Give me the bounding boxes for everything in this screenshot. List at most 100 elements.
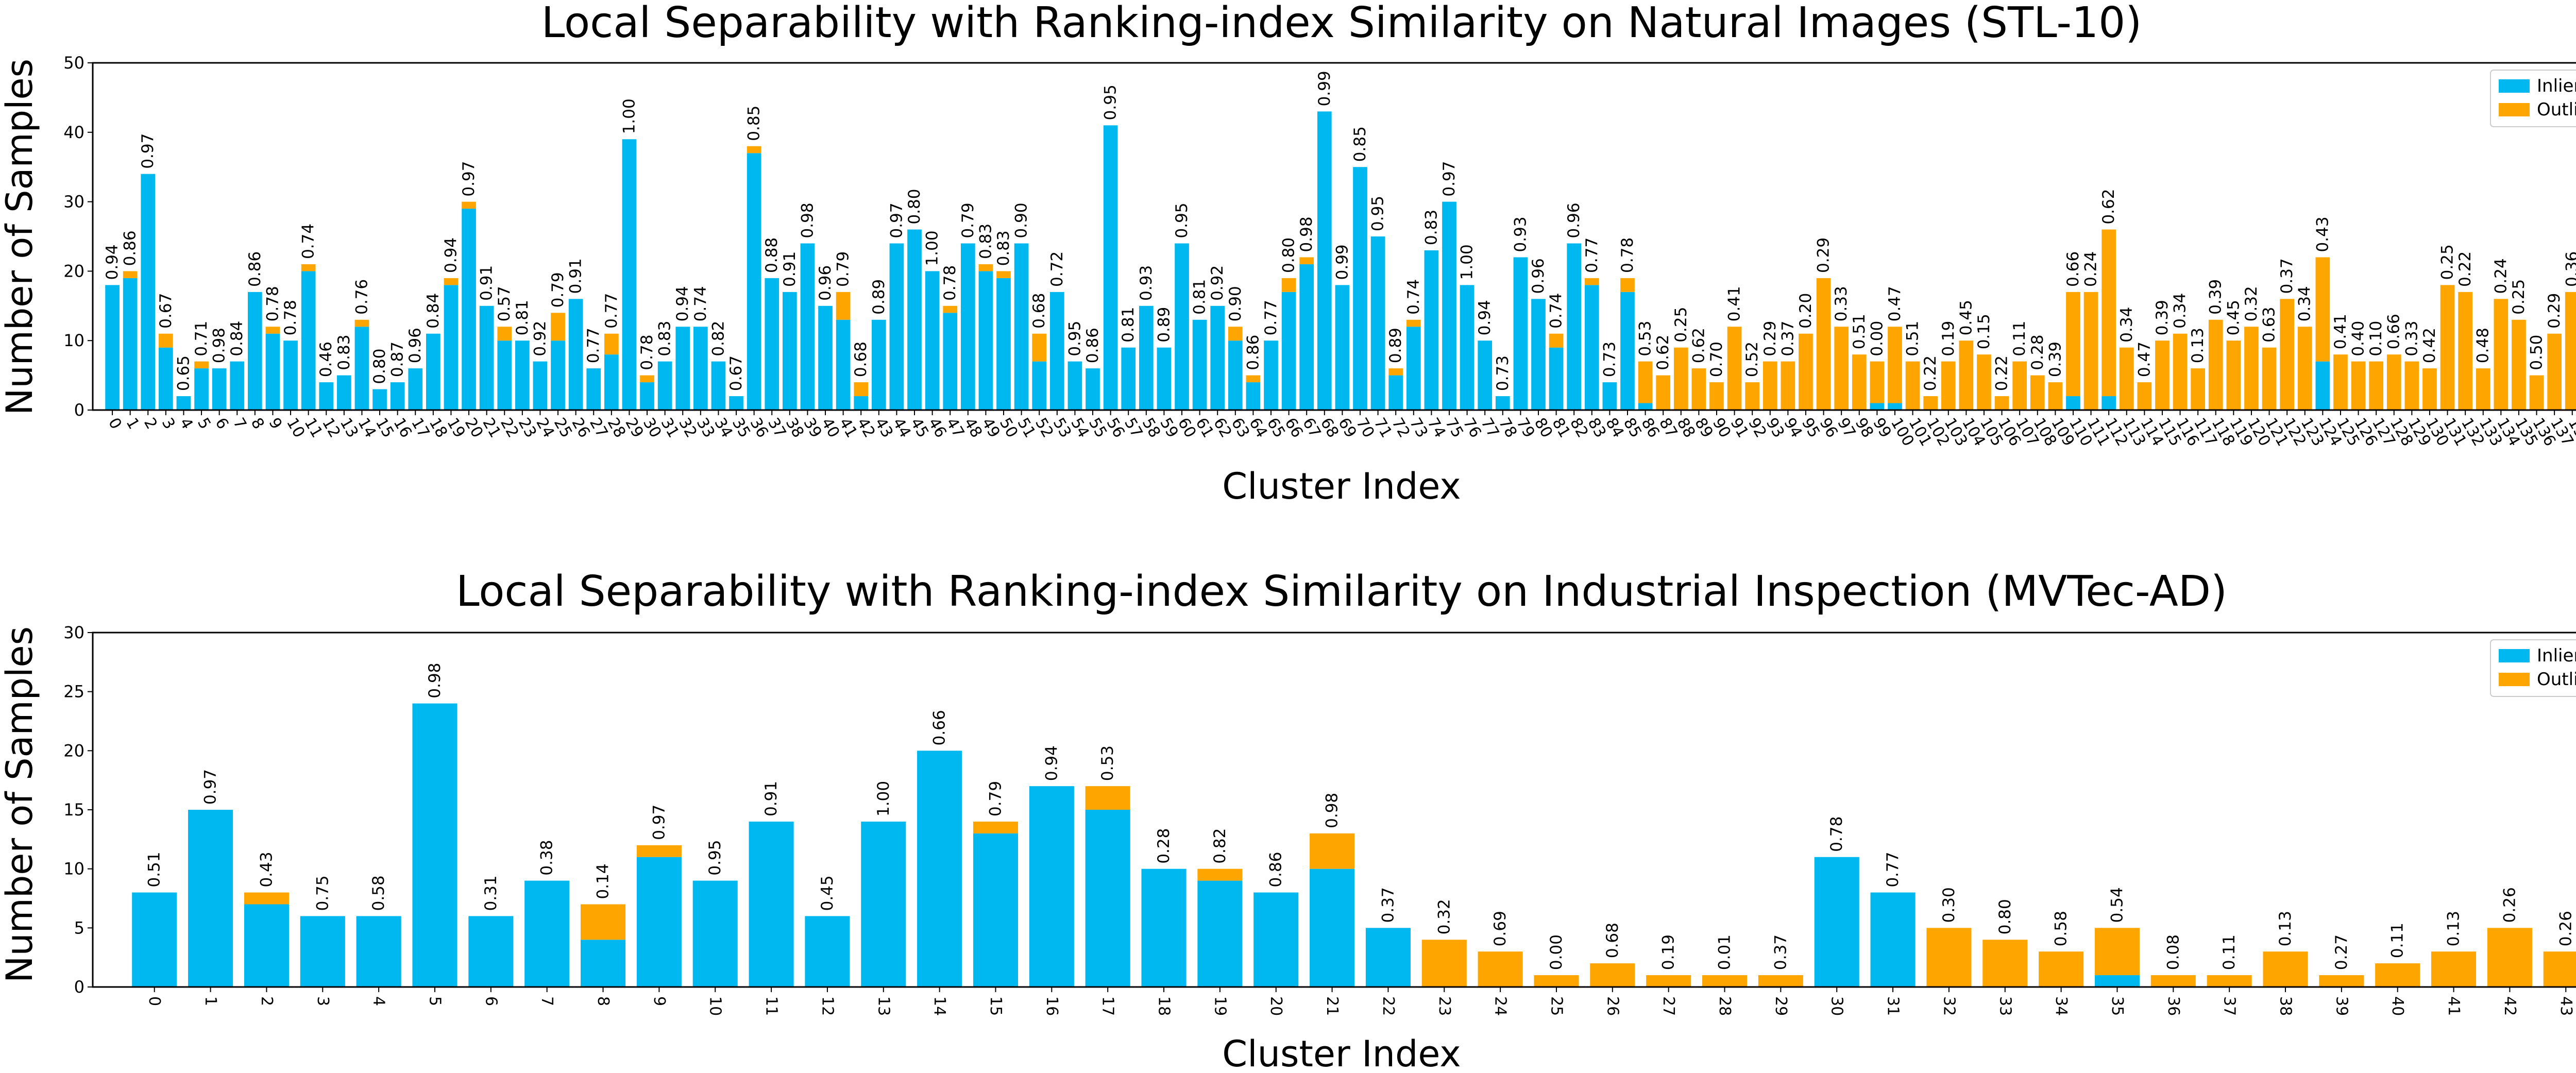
data-label: 0.80 [1996,899,2014,934]
data-label: 0.51 [145,852,164,888]
data-label: 0.22 [2456,251,2475,287]
bar-inliers [1388,375,1403,410]
legend-swatch-outliers [2499,103,2530,116]
bar-inliers [300,916,345,987]
bar-outliers [2333,354,2348,410]
bar-outliers [2048,382,2063,410]
x-tick-label: 24 [1492,996,1510,1016]
data-label: 0.82 [1211,828,1229,864]
data-label: 0.57 [495,286,514,321]
data-label: 0.22 [1921,355,1940,391]
data-label: 0.98 [210,328,229,363]
bar-inliers [105,285,120,410]
data-label: 0.37 [1379,887,1397,923]
bar-inliers [1460,285,1475,410]
bar-outliers [2369,361,2383,410]
data-labels-layer: 0.940.860.970.670.650.710.980.840.860.78… [103,71,2576,391]
data-label: 0.86 [1083,328,1102,363]
bar-outliers [604,333,619,355]
data-label: 0.19 [1939,321,1958,356]
plot-frame [92,62,2576,411]
data-label: 0.96 [816,265,835,301]
bar-inliers [265,333,280,410]
legend-swatch-outliers [2499,673,2530,686]
bar-inliers [1310,868,1355,987]
bar-outliers [1994,396,2009,410]
bar-outliers [462,201,476,209]
legend-label-outliers: Outliers [2537,669,2576,690]
data-label: 0.83 [335,335,353,370]
data-label: 0.13 [2189,328,2207,363]
bar-inliers [176,396,191,410]
data-label: 0.77 [1262,300,1280,335]
bar-outliers [159,333,173,348]
bar-outliers [1620,278,1635,292]
data-label: 0.43 [2313,216,2332,252]
bar-outliers [1197,868,1243,881]
data-label: 0.66 [2385,314,2403,349]
data-label: 0.94 [1476,300,1494,335]
bar-outliers [1799,333,1813,410]
data-label: 0.90 [1226,286,1245,321]
bars-layer [105,111,2576,411]
bar-inliers [551,340,565,410]
bar-inliers [1264,340,1278,410]
bar-inliers [2066,396,2080,410]
x-tick-label: 5 [194,415,214,432]
data-label: 0.97 [1440,161,1459,197]
data-label: 0.83 [656,321,674,356]
data-label: 0.31 [482,875,500,911]
bar-inliers [640,382,654,410]
bar-inliers [319,382,334,410]
bar-inliers [390,382,405,410]
bar-inliers [230,361,245,410]
data-label: 0.76 [352,279,371,315]
data-label: 0.68 [852,342,870,377]
bar-inliers [426,333,440,410]
data-label: 0.14 [594,863,613,899]
x-tick-label: 21 [1323,996,1341,1016]
data-label: 0.25 [1672,307,1690,343]
bar-inliers [1139,305,1154,410]
x-tick-label: 41 [2445,996,2463,1016]
x-tick-label: 10 [706,996,724,1016]
bar-outliers [2119,347,2134,410]
bar-outliers [2030,375,2045,410]
data-label: 0.33 [2402,321,2421,356]
data-label: 0.28 [2028,335,2047,370]
x-tick-label: 30 [1828,996,1846,1016]
bar-outliers [1923,396,1938,410]
bar-inliers [800,243,815,410]
bar-outliers [1941,361,1956,410]
bar-outliers [1310,833,1355,869]
bar-inliers [159,347,173,410]
data-label: 0.94 [673,286,692,321]
bar-inliers [1353,167,1367,410]
x-tick-label: 0 [145,996,163,1006]
data-label: 0.37 [2278,258,2296,294]
x-axis-label: Cluster Index [1222,1033,1461,1073]
data-label: 0.63 [2260,307,2279,343]
legend: Inliers Outliers [2490,639,2576,697]
bar-inliers [1228,340,1243,410]
bar-inliers [854,396,869,410]
bar-inliers [943,313,958,410]
bar-outliers [2375,963,2420,987]
data-label: 0.24 [2082,251,2100,287]
bar-outliers [1709,382,1724,410]
data-label: 0.62 [2099,189,2118,224]
bar-outliers [2543,951,2576,987]
data-label: 0.91 [567,258,585,294]
x-tick-label: 14 [930,996,948,1016]
data-label: 0.98 [1297,216,1316,252]
data-label: 0.26 [2556,911,2575,946]
bar-outliers [2150,975,2196,987]
data-label: 0.89 [1155,307,1173,343]
bar-outliers [2487,928,2532,987]
x-tick-label: 27 [1659,996,1677,1016]
data-label: 0.37 [1771,934,1790,970]
bar-outliers [1852,354,1867,410]
data-label: 0.58 [2052,911,2071,946]
x-tick-label: 33 [1996,996,2014,1016]
data-label: 0.67 [727,355,745,391]
